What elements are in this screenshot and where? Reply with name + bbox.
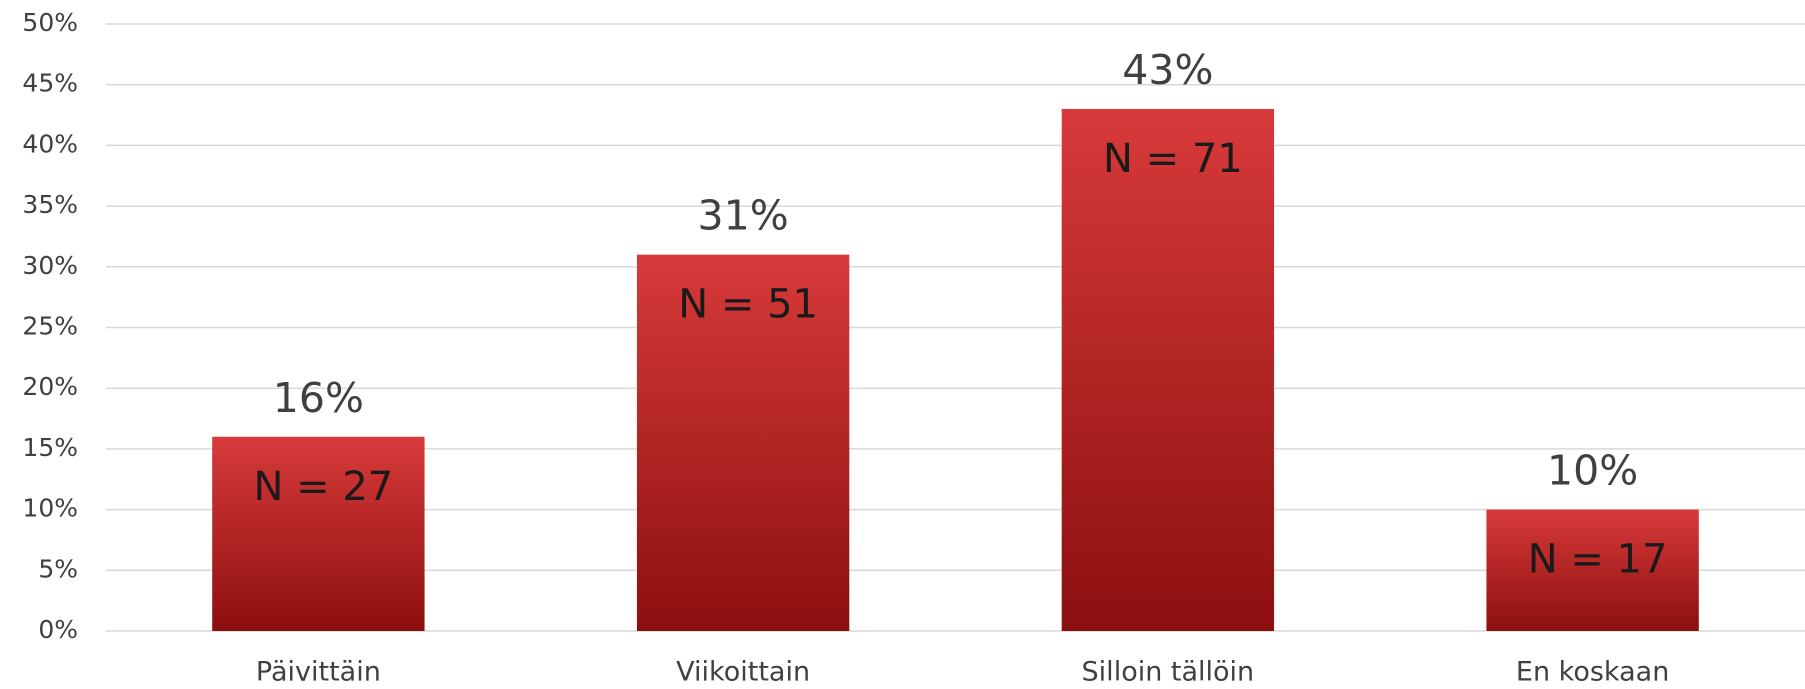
x-tick-label: Päivittäin: [256, 657, 381, 688]
value-label: 10%: [1547, 447, 1638, 495]
n-label: N = 51: [678, 282, 818, 328]
value-label: 43%: [1122, 46, 1213, 94]
y-tick-label: 30%: [22, 251, 78, 280]
y-tick-label: 0%: [38, 615, 78, 644]
bar: [1061, 108, 1275, 632]
value-label: 16%: [273, 374, 364, 422]
x-tick-label: Viikoittain: [676, 657, 810, 688]
n-label: N = 17: [1528, 537, 1668, 583]
y-tick-label: 5%: [38, 554, 78, 583]
y-tick-label: 15%: [22, 433, 78, 462]
y-tick-label: 50%: [22, 8, 78, 37]
y-tick-label: 35%: [22, 190, 78, 219]
value-label: 31%: [698, 192, 789, 240]
bar: [1486, 509, 1699, 631]
x-tick-label: Silloin tällöin: [1082, 657, 1255, 688]
bar: [212, 436, 425, 631]
y-tick-label: 40%: [22, 129, 78, 158]
n-label: N = 71: [1103, 136, 1243, 182]
y-tick-label: 25%: [22, 312, 78, 341]
n-label: N = 27: [253, 464, 393, 510]
y-tick-label: 10%: [22, 494, 78, 523]
x-tick-label: En koskaan: [1516, 657, 1669, 688]
y-tick-label: 45%: [22, 69, 78, 98]
bar: [636, 254, 850, 631]
y-tick-label: 20%: [22, 372, 78, 401]
